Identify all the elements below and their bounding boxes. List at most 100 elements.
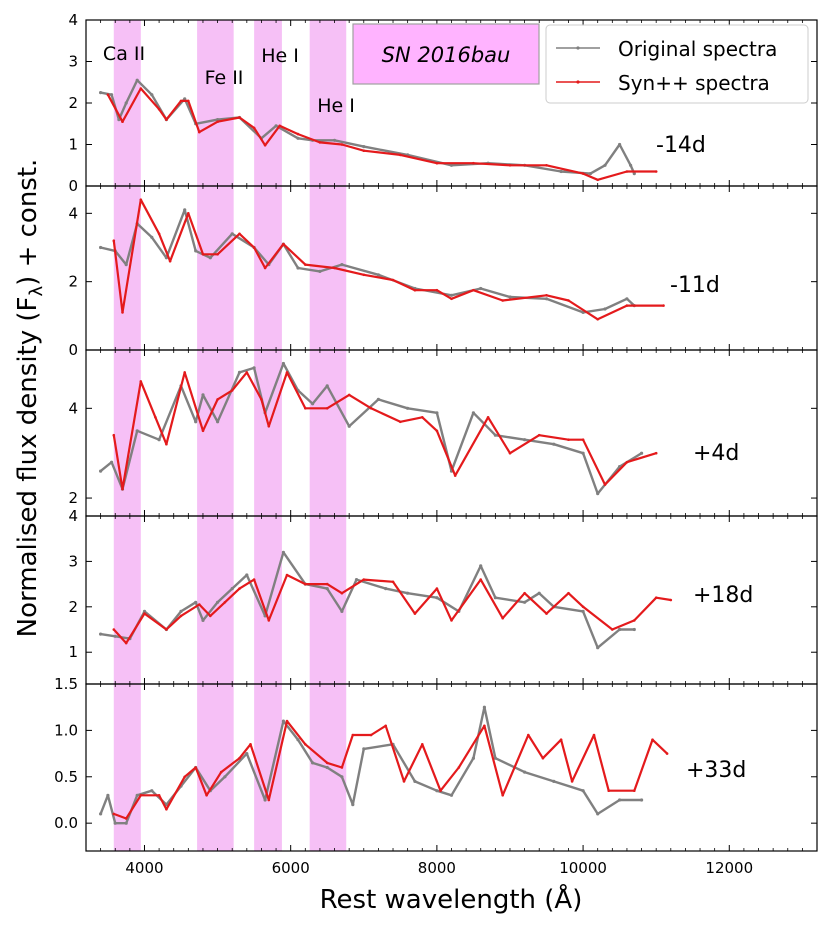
synthetic-point-2-16	[369, 407, 373, 410]
synthetic-point-3-7	[223, 601, 227, 604]
original-point-0-1	[110, 93, 114, 97]
synthetic-point-2-17	[399, 420, 402, 424]
original-point-4-16	[325, 765, 329, 770]
synthetic-point-2-12	[285, 371, 289, 374]
synthetic-point-1-5	[187, 212, 190, 215]
original-point-2-6	[194, 420, 198, 424]
y-tick-label-3-3: 4	[68, 507, 78, 525]
synthetic-point-3-18	[435, 587, 439, 590]
synthetic-point-3-14	[340, 591, 344, 595]
synthetic-point-2-14	[325, 407, 329, 410]
synthetic-point-1-6	[201, 253, 205, 256]
synthetic-point-1-2	[139, 198, 143, 201]
synthetic-point-4-20	[421, 743, 424, 746]
original-point-0-4	[135, 78, 139, 82]
synthetic-point-2-4	[165, 442, 168, 446]
original-point-1-18	[449, 293, 454, 297]
original-point-3-6	[194, 600, 198, 604]
original-point-4-30	[596, 812, 600, 816]
original-point-2-3	[135, 429, 139, 433]
original-point-1-19	[479, 286, 483, 291]
synthetic-point-2-23	[537, 433, 541, 437]
synthetic-point-4-14	[325, 761, 329, 765]
line-band-1	[197, 20, 234, 851]
original-point-4-10	[223, 775, 227, 779]
synthetic-point-3-19	[450, 619, 453, 622]
synthetic-point-3-23	[545, 612, 548, 615]
original-point-1-14	[318, 269, 322, 273]
synthetic-point-2-8	[230, 389, 234, 392]
series-synthetic-0	[106, 87, 657, 181]
band-label-0: Ca II	[103, 43, 145, 65]
synthetic-point-3-27	[633, 619, 636, 622]
synthetic-point-2-13	[304, 407, 307, 410]
x-tick-label-1: 6000	[272, 859, 310, 877]
original-point-2-10	[252, 366, 256, 370]
synthetic-point-2-22	[508, 451, 512, 455]
synthetic-point-4-23	[483, 724, 486, 728]
synthetic-point-4-1	[124, 817, 128, 820]
y-axis-label-sub: λ	[26, 286, 47, 297]
synthetic-point-1-23	[596, 318, 599, 321]
synthetic-point-4-8	[219, 770, 223, 774]
original-point-0-13	[296, 136, 300, 140]
original-point-1-20	[508, 295, 512, 299]
original-point-2-23	[523, 438, 527, 442]
synthetic-point-0-0	[106, 93, 110, 96]
synthetic-point-1-0	[112, 239, 116, 242]
synthetic-point-4-15	[340, 766, 344, 769]
original-point-3-18	[406, 591, 410, 595]
original-point-2-26	[596, 492, 600, 496]
original-point-3-29	[632, 627, 636, 632]
synthetic-point-4-9	[238, 756, 241, 760]
synthetic-point-2-15	[347, 393, 351, 397]
synthetic-point-4-28	[570, 780, 574, 783]
synthetic-point-2-11	[267, 425, 271, 428]
band-label-3: He I	[317, 95, 355, 117]
original-point-0-25	[629, 163, 633, 167]
synthetic-point-4-13	[304, 743, 307, 746]
original-point-0-12	[274, 124, 278, 128]
synthetic-point-3-5	[198, 603, 201, 606]
synthetic-point-0-18	[435, 161, 439, 165]
synthetic-point-4-0	[112, 812, 116, 816]
synthetic-point-1-25	[662, 304, 665, 307]
synthetic-point-4-22	[457, 766, 461, 769]
original-point-4-2	[113, 821, 117, 825]
y-axis-label-post: ) + const.	[13, 159, 43, 286]
epoch-label-4: +33d	[686, 758, 746, 783]
original-point-0-26	[632, 172, 636, 176]
original-point-0-7	[183, 97, 187, 101]
line-band-3	[309, 20, 347, 851]
synthetic-point-2-3	[154, 416, 157, 419]
y-tick-label-4-2: 1.0	[54, 721, 78, 739]
synthetic-point-4-19	[402, 780, 406, 783]
original-point-0-22	[588, 172, 593, 176]
labels-layer: Ca II Fe II He I He I -14d -11d +4d +18d +33d	[103, 43, 753, 783]
original-point-2-19	[435, 411, 439, 415]
synthetic-point-2-2	[139, 380, 143, 383]
original-point-4-19	[362, 747, 366, 751]
synthetic-point-0-16	[362, 149, 366, 152]
synthetic-point-1-14	[362, 273, 366, 277]
synthetic-point-4-10	[249, 743, 252, 746]
synthetic-point-0-1	[121, 120, 124, 123]
y-tick-label-2-0: 2	[68, 489, 78, 507]
original-point-2-22	[493, 433, 497, 437]
original-point-0-21	[559, 169, 563, 174]
synthetic-point-1-10	[263, 266, 267, 270]
synthetic-point-3-2	[143, 612, 146, 615]
original-point-3-9	[230, 587, 234, 591]
synthetic-point-2-19	[435, 429, 439, 433]
synthetic-point-2-27	[625, 460, 629, 464]
synthetic-point-0-21	[545, 164, 548, 167]
synthetic-point-1-13	[333, 266, 336, 270]
x-tick-label-4: 12000	[705, 859, 753, 877]
synthetic-point-4-17	[369, 733, 373, 737]
synthetic-point-2-5	[183, 371, 186, 374]
synthetic-point-3-16	[391, 580, 395, 584]
synthetic-point-0-23	[596, 178, 599, 182]
synthetic-point-0-10	[252, 126, 256, 130]
epoch-label-0: -14d	[656, 133, 706, 158]
synthetic-point-4-32	[651, 738, 654, 741]
